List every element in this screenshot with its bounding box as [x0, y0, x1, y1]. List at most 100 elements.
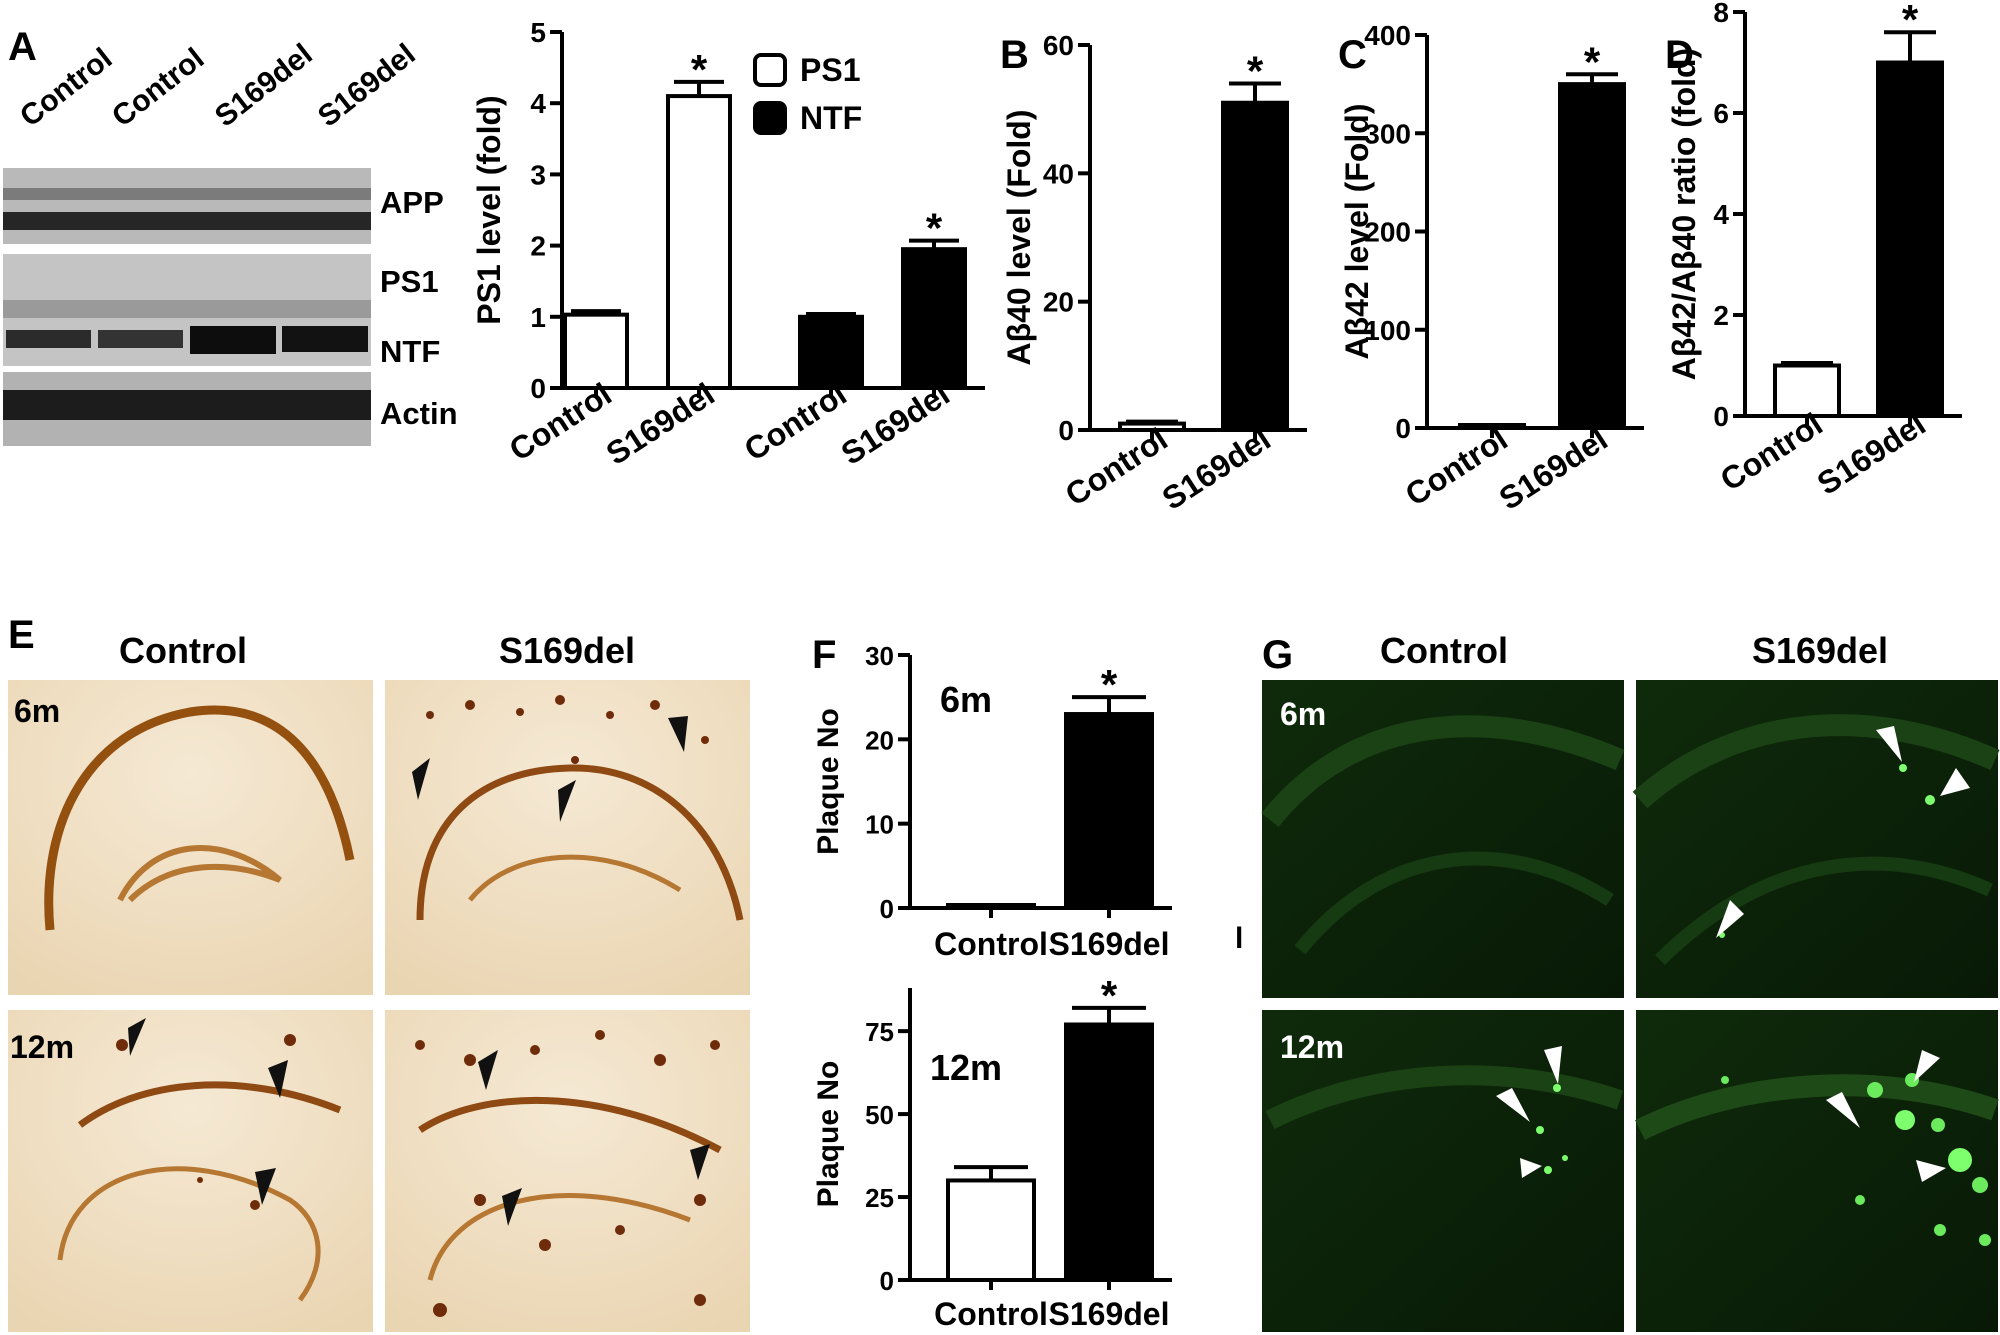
age-annotation: 6m: [940, 679, 992, 720]
arrowhead-icon: [1826, 1092, 1860, 1128]
plaque: [1931, 1118, 1945, 1132]
plaque: [1553, 1084, 1561, 1092]
y-tick-label: 10: [865, 810, 894, 840]
plaque: [654, 1054, 666, 1066]
plaque: [650, 700, 660, 710]
plaque: [415, 1040, 425, 1050]
y-tick-label: 60: [1043, 30, 1074, 61]
y-tick-label: 40: [1043, 158, 1074, 189]
ihc-control-6m-bg: [8, 680, 373, 995]
plaque: [1948, 1148, 1972, 1172]
category-label: S169del: [1156, 421, 1277, 517]
fluor-s169del-12m-bg: [1636, 1010, 1998, 1332]
e-column-control: Control: [119, 630, 247, 671]
tissue-edge: [1632, 714, 2000, 809]
fluor-s169del-6m: [1632, 680, 2000, 998]
y-tick-label: 1: [530, 302, 546, 333]
blot-band-labels: APP PS1 NTF Actin: [380, 185, 458, 431]
dentate-gyrus: [57, 1166, 321, 1302]
chart-d-ratio: 0 2 4 6 8 Aβ42/Aβ40 ratio (fold) ControlS169de…: [1666, 0, 1962, 502]
arrowhead-icon: [1520, 1158, 1542, 1178]
panel-letter-d: D: [1665, 33, 1694, 77]
significance-asterisk: *: [1584, 38, 1601, 85]
significance-asterisk: *: [1247, 48, 1264, 95]
bar: [946, 1178, 1036, 1283]
dentate-gyrus: [468, 854, 682, 902]
plaque: [701, 736, 709, 744]
plaque: [1562, 1155, 1568, 1161]
plaque: [426, 711, 434, 719]
band-label-ntf: NTF: [380, 334, 440, 369]
arrowhead-icon: [1914, 1050, 1940, 1082]
category-label: Control: [934, 1296, 1048, 1332]
lane-label-3: S169del: [209, 38, 319, 134]
e-column-s169del: S169del: [499, 630, 635, 671]
panel-letter-e: E: [8, 613, 35, 657]
arrowhead-icon: [502, 1188, 522, 1226]
blot-image: [3, 168, 371, 446]
y-tick-label: 100: [1364, 315, 1411, 346]
significance-asterisk: *: [691, 46, 708, 93]
arrowhead-icon: [1916, 1160, 1946, 1182]
ihc-s169del-6m-bg: [385, 680, 750, 995]
arrowhead-icon: [268, 1060, 288, 1098]
fluor-row-label-12m: 12m: [1280, 1029, 1344, 1065]
ihc-row-label-12m: 12m: [10, 1029, 74, 1065]
ihc-s169del-12m: [385, 1010, 750, 1332]
plaque: [250, 1200, 260, 1210]
plaque: [595, 1030, 605, 1040]
fluor-s169del-12m: [1635, 1010, 1999, 1332]
plaque: [571, 756, 579, 764]
hippocampus-ca-arc: [44, 705, 355, 931]
band-ntf-s169del-1: [190, 326, 276, 354]
y-tick-label: 0: [1058, 415, 1074, 446]
plaque: [197, 1177, 203, 1183]
plaque: [694, 1194, 706, 1206]
g-column-s169del: S169del: [1752, 630, 1888, 671]
hippocampus-ca-arc: [416, 764, 744, 921]
arrowhead-icon: [1876, 726, 1902, 762]
y-tick-label: 0: [530, 373, 546, 404]
y-tick-label: 30: [865, 641, 894, 671]
y-axis-label: Plaque No: [812, 1061, 845, 1208]
legend-label: PS1: [800, 52, 860, 88]
age-annotation: 12m: [930, 1047, 1002, 1088]
lane-label-2: Control: [106, 42, 210, 134]
hippocampus-ca-arc: [77, 1081, 342, 1128]
y-tick-label: 6: [1713, 98, 1729, 129]
tissue-edge: [1261, 715, 1625, 827]
ihc-control-6m: 6m: [8, 680, 373, 995]
band-ntf-control-2: [98, 330, 183, 348]
ihc-control-12m: 12m: [8, 1010, 373, 1332]
category-label: S169del: [1049, 926, 1170, 962]
blot-lane-labels: Control Control S169del S169del: [14, 38, 422, 134]
panel-letter-g: G: [1262, 633, 1293, 677]
fluor-control-6m: 6m: [1261, 680, 1625, 998]
plaque: [530, 1045, 540, 1055]
band-app-upper: [3, 188, 371, 200]
panel-letter-f: F: [812, 633, 836, 677]
plaque: [1979, 1234, 1991, 1246]
ihc-s169del-6m: [385, 680, 750, 995]
band-label-ps1: PS1: [380, 264, 439, 299]
y-tick-label: 0: [1713, 401, 1729, 432]
y-tick-label: 75: [865, 1017, 894, 1047]
dentate-gyrus: [427, 1193, 691, 1281]
dentate-gyrus: [117, 845, 282, 903]
plaque: [539, 1239, 551, 1251]
plaque: [1544, 1166, 1552, 1174]
category-label: Control: [1714, 406, 1829, 498]
arrowhead-icon: [690, 1144, 710, 1180]
arrowhead-icon: [1716, 900, 1744, 938]
band-actin: [3, 390, 371, 420]
plaque: [464, 1054, 476, 1066]
plaque: [555, 695, 565, 705]
arrowhead-icon: [668, 716, 688, 752]
stray-mark: l: [1235, 922, 1243, 955]
bar: [901, 247, 967, 390]
plaque: [615, 1225, 625, 1235]
plaque: [474, 1194, 486, 1206]
arrowhead-icon: [128, 1018, 146, 1056]
